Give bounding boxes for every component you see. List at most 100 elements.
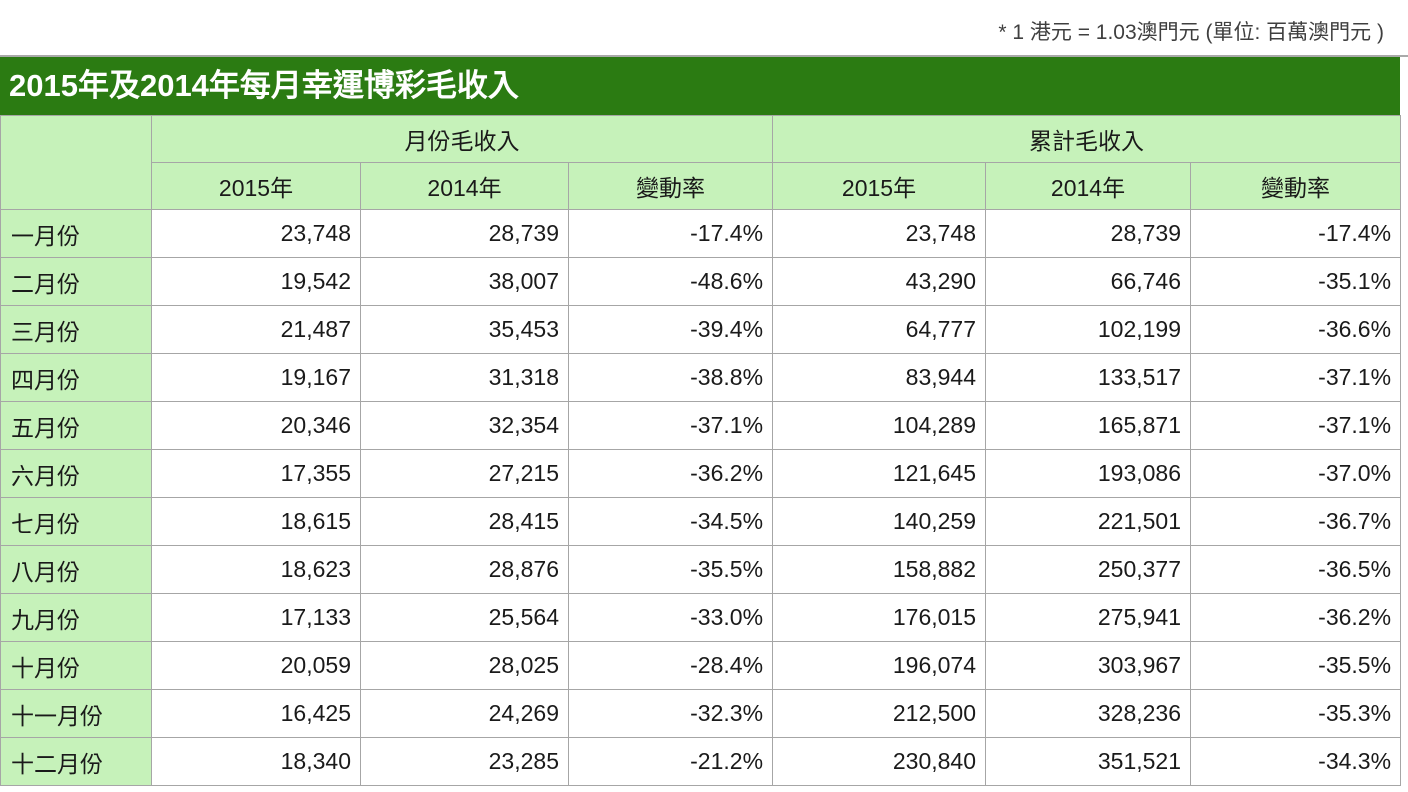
group-header-row: 月份毛收入 累計毛收入 [1, 116, 1401, 163]
cumulative-2015-value: 23,748 [773, 210, 986, 258]
row-header-month: 十二月份 [1, 738, 152, 786]
monthly-2014-value: 27,215 [361, 450, 569, 498]
column-header-monthly-2014: 2014年 [361, 163, 569, 210]
table-row: 七月份 18,615 28,415 -34.5% 140,259 221,501… [1, 498, 1401, 546]
cumulative-2015-value: 43,290 [773, 258, 986, 306]
cumulative-change-value: -34.3% [1191, 738, 1401, 786]
monthly-2015-value: 17,133 [152, 594, 361, 642]
row-header-month: 五月份 [1, 402, 152, 450]
monthly-2015-value: 18,623 [152, 546, 361, 594]
monthly-change-value: -37.1% [569, 402, 773, 450]
exchange-rate-note: * 1 港元 = 1.03澳門元 (單位: 百萬澳門元 ) [0, 0, 1408, 57]
monthly-change-value: -17.4% [569, 210, 773, 258]
column-header-cumulative-change: 變動率 [1191, 163, 1401, 210]
cumulative-2015-value: 212,500 [773, 690, 986, 738]
cumulative-2015-value: 176,015 [773, 594, 986, 642]
cumulative-2015-value: 158,882 [773, 546, 986, 594]
cumulative-change-value: -35.5% [1191, 642, 1401, 690]
monthly-2015-value: 19,542 [152, 258, 361, 306]
monthly-2015-value: 20,346 [152, 402, 361, 450]
cumulative-2014-value: 328,236 [986, 690, 1191, 738]
column-header-monthly-2015: 2015年 [152, 163, 361, 210]
monthly-2014-value: 28,025 [361, 642, 569, 690]
row-header-month: 一月份 [1, 210, 152, 258]
monthly-2015-value: 19,167 [152, 354, 361, 402]
table-row: 六月份 17,355 27,215 -36.2% 121,645 193,086… [1, 450, 1401, 498]
monthly-2014-value: 24,269 [361, 690, 569, 738]
monthly-2015-value: 16,425 [152, 690, 361, 738]
monthly-change-value: -33.0% [569, 594, 773, 642]
corner-cell [1, 116, 152, 210]
cumulative-2014-value: 165,871 [986, 402, 1191, 450]
cumulative-2014-value: 303,967 [986, 642, 1191, 690]
monthly-change-value: -48.6% [569, 258, 773, 306]
table-row: 十月份 20,059 28,025 -28.4% 196,074 303,967… [1, 642, 1401, 690]
monthly-change-value: -36.2% [569, 450, 773, 498]
cumulative-2014-value: 28,739 [986, 210, 1191, 258]
cumulative-2015-value: 140,259 [773, 498, 986, 546]
monthly-2015-value: 18,615 [152, 498, 361, 546]
monthly-2015-value: 18,340 [152, 738, 361, 786]
monthly-2014-value: 38,007 [361, 258, 569, 306]
row-header-month: 四月份 [1, 354, 152, 402]
column-header-cumulative-2015: 2015年 [773, 163, 986, 210]
monthly-2014-value: 32,354 [361, 402, 569, 450]
cumulative-2014-value: 250,377 [986, 546, 1191, 594]
monthly-change-value: -34.5% [569, 498, 773, 546]
table-row: 五月份 20,346 32,354 -37.1% 104,289 165,871… [1, 402, 1401, 450]
cumulative-2015-value: 104,289 [773, 402, 986, 450]
row-header-month: 六月份 [1, 450, 152, 498]
column-header-row: 2015年 2014年 變動率 2015年 2014年 變動率 [1, 163, 1401, 210]
column-header-monthly-change: 變動率 [569, 163, 773, 210]
cumulative-change-value: -37.1% [1191, 402, 1401, 450]
monthly-2014-value: 23,285 [361, 738, 569, 786]
monthly-change-value: -28.4% [569, 642, 773, 690]
group-header-monthly: 月份毛收入 [152, 116, 773, 163]
cumulative-2014-value: 102,199 [986, 306, 1191, 354]
cumulative-2015-value: 64,777 [773, 306, 986, 354]
table-row: 二月份 19,542 38,007 -48.6% 43,290 66,746 -… [1, 258, 1401, 306]
cumulative-change-value: -17.4% [1191, 210, 1401, 258]
table-row: 四月份 19,167 31,318 -38.8% 83,944 133,517 … [1, 354, 1401, 402]
cumulative-2014-value: 66,746 [986, 258, 1191, 306]
cumulative-2015-value: 230,840 [773, 738, 986, 786]
monthly-2014-value: 28,739 [361, 210, 569, 258]
row-header-month: 九月份 [1, 594, 152, 642]
monthly-2014-value: 35,453 [361, 306, 569, 354]
cumulative-change-value: -37.1% [1191, 354, 1401, 402]
monthly-2014-value: 31,318 [361, 354, 569, 402]
group-header-cumulative: 累計毛收入 [773, 116, 1401, 163]
cumulative-2014-value: 133,517 [986, 354, 1191, 402]
monthly-2015-value: 21,487 [152, 306, 361, 354]
row-header-month: 三月份 [1, 306, 152, 354]
cumulative-2014-value: 275,941 [986, 594, 1191, 642]
cumulative-change-value: -36.7% [1191, 498, 1401, 546]
cumulative-2014-value: 193,086 [986, 450, 1191, 498]
monthly-change-value: -32.3% [569, 690, 773, 738]
cumulative-change-value: -36.5% [1191, 546, 1401, 594]
cumulative-change-value: -36.2% [1191, 594, 1401, 642]
cumulative-2015-value: 121,645 [773, 450, 986, 498]
gross-revenue-table: 月份毛收入 累計毛收入 2015年 2014年 變動率 2015年 2014年 … [0, 115, 1401, 786]
row-header-month: 八月份 [1, 546, 152, 594]
monthly-change-value: -35.5% [569, 546, 773, 594]
table-row: 八月份 18,623 28,876 -35.5% 158,882 250,377… [1, 546, 1401, 594]
column-header-cumulative-2014: 2014年 [986, 163, 1191, 210]
table-row: 十一月份 16,425 24,269 -32.3% 212,500 328,23… [1, 690, 1401, 738]
row-header-month: 二月份 [1, 258, 152, 306]
monthly-2015-value: 23,748 [152, 210, 361, 258]
page-title: 2015年及2014年每月幸運博彩毛收入 [0, 57, 1400, 115]
cumulative-2015-value: 83,944 [773, 354, 986, 402]
cumulative-change-value: -37.0% [1191, 450, 1401, 498]
monthly-2014-value: 28,415 [361, 498, 569, 546]
cumulative-change-value: -35.1% [1191, 258, 1401, 306]
monthly-change-value: -21.2% [569, 738, 773, 786]
row-header-month: 十月份 [1, 642, 152, 690]
row-header-month: 十一月份 [1, 690, 152, 738]
monthly-2014-value: 28,876 [361, 546, 569, 594]
monthly-change-value: -39.4% [569, 306, 773, 354]
monthly-change-value: -38.8% [569, 354, 773, 402]
cumulative-2015-value: 196,074 [773, 642, 986, 690]
monthly-2015-value: 20,059 [152, 642, 361, 690]
monthly-2014-value: 25,564 [361, 594, 569, 642]
